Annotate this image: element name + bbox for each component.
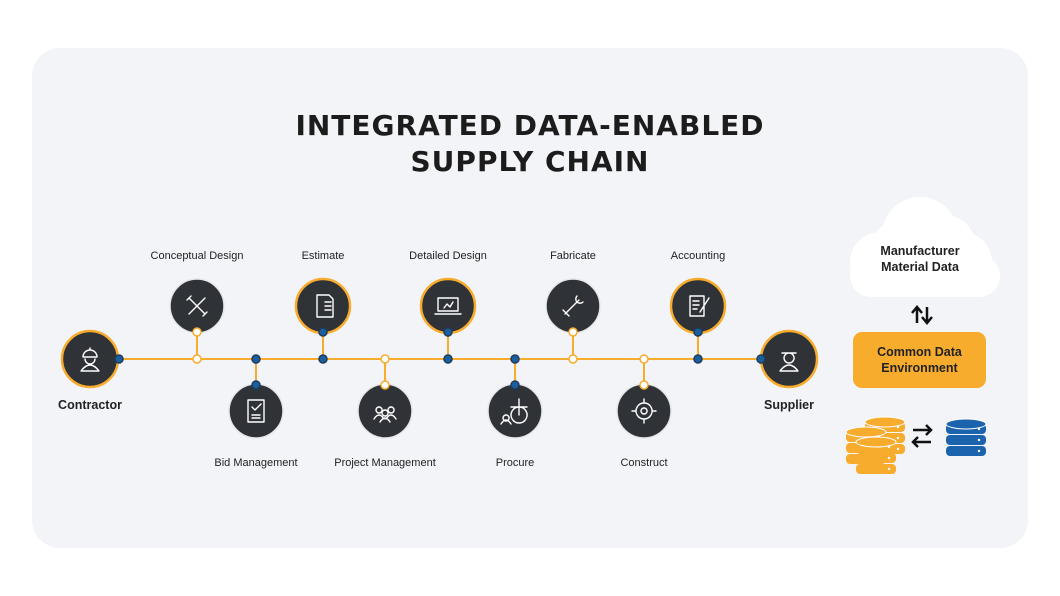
db-light (977, 438, 981, 442)
endpoint-supplier (759, 329, 819, 389)
laptop-design-icon (434, 297, 462, 315)
stage-label: Estimate (301, 250, 345, 262)
connector-dot (318, 327, 328, 337)
db-disk (946, 435, 986, 445)
timeline-dot (510, 354, 520, 364)
database-blue-icon (945, 418, 987, 456)
db-light (887, 445, 891, 449)
endpoint-dot (756, 354, 766, 364)
db-disk (856, 453, 896, 463)
db-light (896, 436, 900, 440)
stage-bid-management (228, 383, 284, 439)
node-circle (669, 277, 727, 335)
stage-construct (616, 383, 672, 439)
timeline-dot (318, 354, 328, 364)
pencil-ruler-icon (186, 295, 208, 317)
timeline-dot (443, 354, 453, 364)
endpoint-label: Contractor (58, 398, 122, 412)
checklist-document-icon (247, 399, 265, 423)
timeline-dot (693, 354, 703, 364)
title-line-2: SUPPLY CHAIN (410, 145, 650, 178)
db-top (845, 426, 887, 438)
supplier-person-icon (779, 352, 799, 372)
db-light (896, 425, 900, 429)
globe-person-icon (500, 398, 528, 425)
stage-estimate (294, 277, 352, 335)
connector-dot (380, 380, 390, 390)
db-light (887, 467, 891, 471)
cloud-line-2: Material Data (881, 260, 959, 274)
cloud-shape (850, 197, 1000, 297)
connector-dot (192, 327, 202, 337)
stage-label: Detailed Design (409, 250, 487, 262)
stage-label: Conceptual Design (150, 250, 244, 262)
stage-procure (487, 383, 543, 439)
db-disk (946, 446, 986, 456)
connector-dot (510, 380, 520, 390)
stage-label: Procure (495, 457, 535, 469)
timeline-dot (639, 354, 649, 364)
node-circle (487, 383, 543, 439)
cde-line-2: Environment (881, 361, 958, 375)
page-title: INTEGRATED DATA-ENABLED SUPPLY CHAIN (0, 108, 1060, 180)
connector-dot (639, 380, 649, 390)
cloud-label: Manufacturer Material Data (840, 243, 1000, 275)
node-circle (419, 277, 477, 335)
connector-dot (568, 327, 578, 337)
notepad-pen-icon (689, 295, 710, 317)
node-circle (60, 329, 120, 389)
endpoint-contractor (60, 329, 120, 389)
stage-label: Construct (620, 457, 668, 469)
sync-arrows-icon (911, 305, 933, 325)
title-line-1: INTEGRATED DATA-ENABLED (295, 109, 765, 142)
db-top (855, 436, 897, 448)
node-circle (294, 277, 352, 335)
connector-dot (693, 327, 703, 337)
endpoint-label: Supplier (763, 398, 814, 412)
invoice-dollar-icon (316, 294, 334, 318)
db-top (864, 416, 906, 428)
stage-label: Project Management (334, 457, 436, 469)
endpoint-dot (114, 354, 124, 364)
node-circle (228, 383, 284, 439)
exchange-arrows-icon (911, 424, 933, 448)
db-light (896, 447, 900, 451)
stage-detailed-design (419, 277, 477, 335)
worker-hardhat-icon (80, 347, 100, 372)
team-icon (373, 406, 397, 423)
stage-label: Bid Management (214, 457, 298, 469)
stage-accounting (669, 277, 727, 335)
stage-label: Fabricate (550, 250, 596, 262)
cloud-part (850, 255, 1000, 297)
db-light (977, 449, 981, 453)
stage-conceptual-design (169, 278, 225, 334)
timeline-dot (192, 354, 202, 364)
connector-dot (251, 380, 261, 390)
node-circle (759, 329, 819, 389)
db-light (887, 456, 891, 460)
cde-line-1: Common Data (877, 345, 962, 359)
timeline-dot (380, 354, 390, 364)
gear-tools-icon (631, 398, 657, 424)
node-circle (616, 383, 672, 439)
db-light (977, 427, 981, 431)
timeline-dot (251, 354, 261, 364)
db-top (945, 418, 987, 430)
stage-fabricate (545, 278, 601, 334)
cloud-line-1: Manufacturer (880, 244, 960, 258)
wrench-hand-icon (562, 295, 584, 317)
stage-label: Accounting (670, 250, 726, 262)
node-circle (357, 383, 413, 439)
connector-dot (443, 327, 453, 337)
stage-project-management (357, 383, 413, 439)
db-disk (856, 464, 896, 474)
timeline-dot (568, 354, 578, 364)
database-stack-front-icon (855, 436, 897, 474)
common-data-environment-box: Common Data Environment (853, 332, 986, 388)
